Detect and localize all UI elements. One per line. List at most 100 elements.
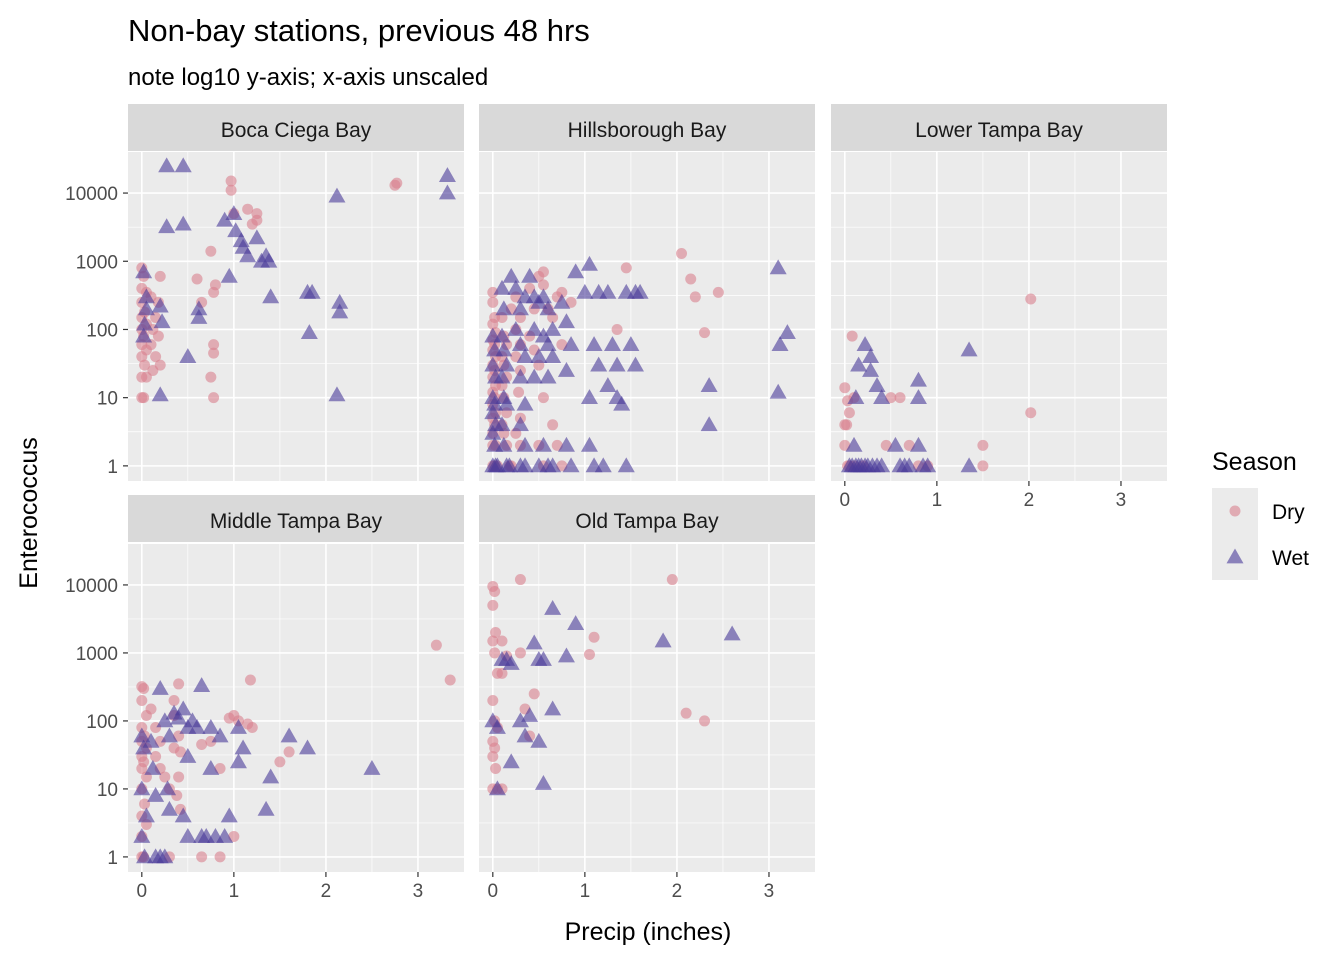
facet-strip — [831, 104, 1167, 151]
data-point-wet — [847, 389, 865, 405]
data-point-dry — [150, 750, 162, 762]
data-point-wet — [553, 293, 571, 309]
data-point-wet — [216, 827, 234, 843]
data-point-wet — [493, 279, 511, 295]
series-wet — [484, 255, 796, 473]
data-point-wet — [179, 827, 197, 843]
data-point-wet — [521, 267, 539, 283]
data-point-wet — [608, 356, 626, 372]
x-axis-title: Precip (inches) — [565, 918, 732, 946]
data-point-wet — [147, 787, 165, 802]
data-point-dry — [242, 203, 254, 215]
data-point-wet — [133, 727, 151, 743]
data-point-wet — [544, 700, 562, 716]
data-point-wet — [534, 288, 552, 304]
panel-hillsborough-bay: Hillsborough Bay — [479, 104, 815, 481]
data-point-wet — [280, 727, 298, 743]
data-point-dry — [136, 762, 148, 774]
data-point-dry — [174, 746, 186, 758]
data-point-wet — [144, 759, 162, 775]
data-point-dry — [191, 273, 203, 285]
data-point-wet — [136, 315, 154, 331]
data-point-wet — [174, 807, 192, 823]
data-point-dry — [689, 291, 701, 303]
y-tick-label: 100 — [86, 320, 118, 341]
data-point-dry — [611, 323, 623, 335]
legend-marker-wet — [1226, 548, 1244, 564]
data-point-wet — [516, 348, 534, 363]
data-point-dry — [490, 762, 502, 774]
data-point-dry — [244, 674, 256, 686]
data-point-wet — [227, 222, 245, 238]
data-point-wet — [530, 348, 548, 363]
data-point-wet — [534, 436, 552, 452]
data-point-wet — [262, 288, 280, 304]
data-point-wet — [438, 184, 456, 200]
data-point-dry — [228, 830, 240, 842]
data-point-dry — [208, 339, 220, 351]
data-point-dry — [138, 392, 150, 404]
data-point-dry — [136, 694, 148, 706]
data-point-wet — [580, 436, 598, 452]
y-tick-label: 10000 — [65, 576, 118, 597]
data-point-wet — [562, 457, 580, 473]
data-point-dry — [839, 439, 851, 451]
data-point-wet — [599, 283, 617, 299]
data-point-dry — [528, 688, 540, 700]
x-tick-label: 1 — [229, 881, 240, 902]
data-point-wet — [498, 356, 516, 372]
data-point-dry — [283, 746, 295, 758]
data-point-dry — [225, 184, 237, 196]
data-point-dry — [196, 851, 208, 863]
data-point-dry — [205, 245, 217, 257]
data-point-wet — [557, 647, 575, 663]
data-point-wet — [179, 747, 197, 763]
data-point-wet — [190, 300, 208, 316]
data-point-dry — [676, 247, 688, 259]
panel-background — [479, 152, 815, 481]
data-point-wet — [769, 259, 787, 275]
data-point-dry — [894, 392, 906, 404]
x-tick-label: 1 — [932, 490, 943, 511]
data-point-wet — [135, 327, 153, 343]
data-point-wet — [576, 283, 594, 299]
data-point-dry — [489, 742, 501, 754]
data-point-wet — [544, 320, 562, 336]
data-point-dry — [547, 419, 559, 431]
y-tick-label: 10 — [97, 780, 118, 801]
data-point-wet — [909, 371, 927, 387]
data-point-wet — [530, 732, 548, 748]
data-point-wet — [909, 389, 927, 405]
data-point-dry — [274, 756, 286, 768]
data-point-wet — [557, 436, 575, 452]
facet-strip — [128, 104, 464, 151]
data-point-dry — [514, 647, 526, 659]
data-point-wet — [493, 368, 511, 384]
facet-strip-label: Lower Tampa Bay — [915, 119, 1083, 142]
y-tick-label: 1000 — [76, 252, 118, 273]
data-point-wet — [159, 780, 177, 796]
data-point-wet — [700, 416, 718, 432]
facet-strip-label: Old Tampa Bay — [575, 510, 719, 533]
data-point-wet — [495, 341, 513, 357]
data-point-dry — [489, 647, 501, 659]
data-point-dry — [524, 282, 536, 294]
data-point-wet — [229, 719, 247, 734]
data-point-wet — [495, 300, 513, 316]
data-point-wet — [158, 157, 176, 173]
data-point-wet — [539, 336, 557, 351]
x-tick-label: 0 — [840, 490, 851, 511]
data-point-dry — [246, 722, 258, 734]
data-point-dry — [712, 286, 724, 298]
data-point-dry — [430, 639, 442, 651]
data-point-wet — [220, 267, 238, 283]
data-point-dry — [666, 574, 678, 586]
data-point-wet — [862, 348, 880, 363]
chart-subtitle: note log10 y-axis; x-axis unscaled — [128, 64, 488, 91]
y-tick-label: 10000 — [65, 184, 118, 205]
data-point-dry — [699, 715, 711, 727]
data-point-dry — [154, 735, 166, 747]
data-point-wet — [160, 727, 178, 743]
data-point-dry — [551, 439, 563, 451]
data-point-wet — [557, 362, 575, 377]
